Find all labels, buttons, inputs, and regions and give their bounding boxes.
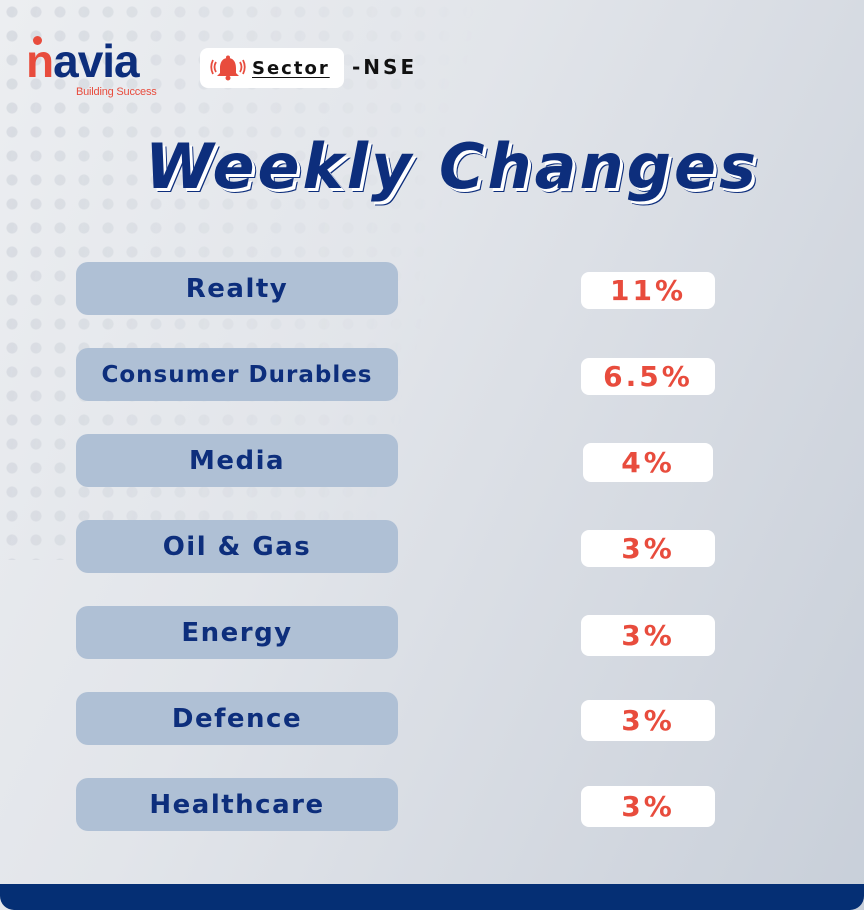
sector-name: Healthcare [76, 778, 398, 831]
table-row: Defence 3% [0, 692, 864, 746]
table-row: Media 4% [0, 434, 864, 488]
logo-wordmark: navia [26, 35, 140, 87]
exchange-label: -NSE [352, 55, 418, 79]
change-value: 6.5% [581, 358, 715, 395]
navia-logo: navia Building Success [26, 36, 166, 100]
sector-name: Defence [76, 692, 398, 745]
sector-name: Energy [76, 606, 398, 659]
table-row: Consumer Durables 6.5% [0, 348, 864, 402]
sector-name: Consumer Durables [76, 348, 398, 401]
logo-tagline: Building Success [76, 86, 157, 98]
sector-name: Oil & Gas [76, 520, 398, 573]
table-row: Energy 3% [0, 606, 864, 660]
change-value: 3% [581, 615, 715, 656]
change-value: 4% [583, 443, 713, 482]
change-value: 11% [581, 272, 715, 309]
table-row: Oil & Gas 3% [0, 520, 864, 574]
page-title: Weekly Changes [145, 130, 759, 203]
table-row: Healthcare 3% [0, 778, 864, 832]
sector-name: Media [76, 434, 398, 487]
table-row: Realty 11% [0, 262, 864, 316]
logo-dot [33, 36, 42, 45]
bell-alert-icon [210, 54, 246, 82]
footer-bar [0, 884, 864, 910]
sector-chip: Sector [200, 48, 344, 88]
change-value: 3% [581, 786, 715, 827]
change-value: 3% [581, 700, 715, 741]
change-value: 3% [581, 530, 715, 567]
sector-label: Sector [252, 57, 330, 79]
sector-name: Realty [76, 262, 398, 315]
